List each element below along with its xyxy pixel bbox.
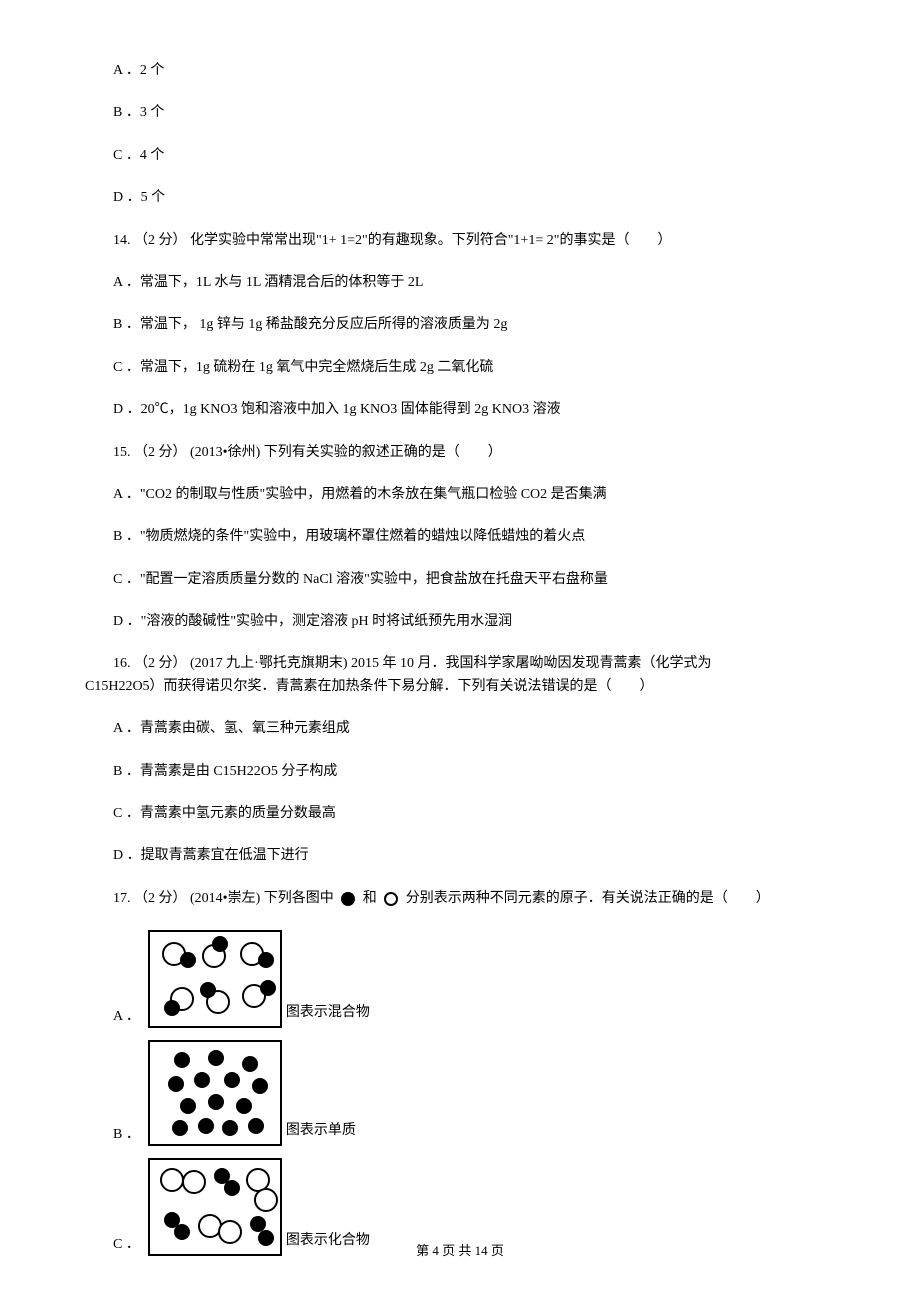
prev-option-d: D ．5 个 [85, 187, 870, 209]
q15-option-c: C ．"配置一定溶质质量分数的 NaCl 溶液"实验中，把食盐放在托盘天平右盘称… [85, 569, 870, 591]
q17-option-a-label: A ． [113, 1006, 140, 1028]
q16-option-d: D ．提取青蒿素宜在低温下进行 [85, 845, 870, 867]
empty-atom-icon [384, 892, 398, 906]
q17-option-b-label: B ． [113, 1124, 140, 1146]
q15-option-a: A ．"CO2 的制取与性质"实验中，用燃着的木条放在集气瓶口检验 CO2 是否… [85, 484, 870, 506]
q17-option-b-suffix: 图表示单质 [286, 1120, 356, 1142]
page-footer: 第 4 页 共 14 页 [0, 1241, 920, 1262]
q17-image-b [148, 1040, 282, 1146]
q14-stem: 14. （2 分） 化学实验中常常出现"1+ 1=2"的有趣现象。下列符合"1+… [85, 230, 870, 252]
q16-option-a: A ．青蒿素由碳、氢、氧三种元素组成 [85, 718, 870, 740]
prev-option-c: C ．4 个 [85, 145, 870, 167]
filled-atom-icon [341, 892, 355, 906]
q16-stem: 16. （2 分） (2017 九上·鄂托克旗期末) 2015 年 10 月．我… [85, 653, 870, 698]
q15-option-d: D ．"溶液的酸碱性"实验中，测定溶液 pH 时将试纸预先用水湿润 [85, 611, 870, 633]
q17-option-b: B ． 图表示单质 [113, 1040, 870, 1146]
q17-stem-mid: 和 [363, 891, 381, 906]
q14-option-d: D ．20℃，1g KNO3 饱和溶液中加入 1g KNO3 固体能得到 2g … [85, 399, 870, 421]
prev-option-a: A ．2 个 [85, 60, 870, 82]
q17-stem-prefix: 17. （2 分） (2014•崇左) 下列各图中 [113, 891, 337, 906]
prev-option-b: B ．3 个 [85, 102, 870, 124]
q16-option-c: C ．青蒿素中氢元素的质量分数最高 [85, 803, 870, 825]
q16-stem-line1: 16. （2 分） (2017 九上·鄂托克旗期末) 2015 年 10 月．我… [85, 653, 870, 675]
q15-stem: 15. （2 分） (2013•徐州) 下列有关实验的叙述正确的是（ ） [85, 442, 870, 464]
q16-stem-line2: C15H22O5）而获得诺贝尔奖．青蒿素在加热条件下易分解．下列有关说法错误的是… [85, 676, 870, 698]
q17-image-a [148, 930, 282, 1028]
q14-option-c: C ．常温下，1g 硫粉在 1g 氧气中完全燃烧后生成 2g 二氧化硫 [85, 357, 870, 379]
q14-option-a: A ．常温下，1L 水与 1L 酒精混合后的体积等于 2L [85, 272, 870, 294]
q15-option-b: B ．"物质燃烧的条件"实验中，用玻璃杯罩住燃着的蜡烛以降低蜡烛的着火点 [85, 526, 870, 548]
q14-option-b: B ．常温下， 1g 锌与 1g 稀盐酸充分反应后所得的溶液质量为 2g [85, 314, 870, 336]
q17-option-a: A ． 图表示混合物 [113, 930, 870, 1028]
q16-option-b: B ．青蒿素是由 C15H22O5 分子构成 [85, 761, 870, 783]
q17-option-a-suffix: 图表示混合物 [286, 1002, 370, 1024]
q17-stem: 17. （2 分） (2014•崇左) 下列各图中 和 分别表示两种不同元素的原… [85, 888, 870, 910]
q17-stem-suffix: 分别表示两种不同元素的原子．有关说法正确的是（ ） [406, 891, 770, 906]
